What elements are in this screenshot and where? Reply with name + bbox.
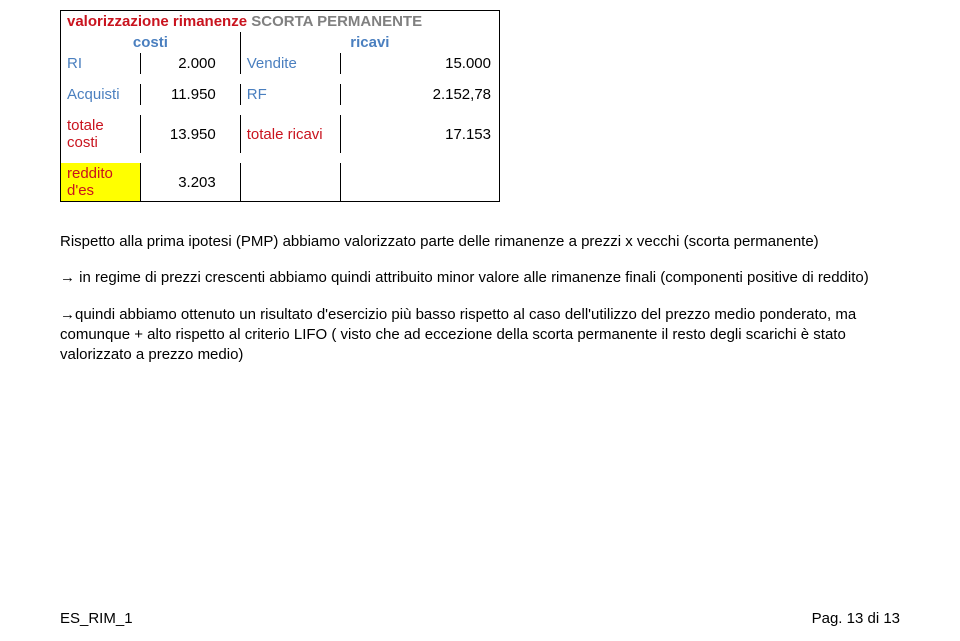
table-title: valorizzazione rimanenze SCORTA PERMANEN… bbox=[61, 11, 500, 33]
cell-reddito-val: 3.203 bbox=[140, 163, 240, 202]
paragraph-2-text: in regime di prezzi crescenti abbiamo qu… bbox=[79, 269, 869, 286]
cell-totricavi-label: totale ricavi bbox=[240, 115, 340, 153]
cell-empty-2 bbox=[340, 163, 499, 202]
cell-totricavi-val: 17.153 bbox=[340, 115, 499, 153]
cell-totcosti-label: totale costi bbox=[61, 115, 141, 153]
cell-empty-1 bbox=[240, 163, 340, 202]
paragraph-3-text: quindi abbiamo ottenuto un risultato d'e… bbox=[60, 306, 856, 364]
spacer-row-2 bbox=[61, 105, 500, 115]
spacer-row-3 bbox=[61, 153, 500, 163]
title-part2: SCORTA PERMANENTE bbox=[251, 13, 422, 30]
cell-acquisti-val: 11.950 bbox=[140, 84, 240, 105]
footer-left: ES_RIM_1 bbox=[60, 610, 133, 627]
cell-vendite-label: Vendite bbox=[240, 53, 340, 74]
paragraph-1: Rispetto alla prima ipotesi (PMP) abbiam… bbox=[60, 232, 900, 252]
cell-ri-label: RI bbox=[61, 53, 141, 74]
footer-right: Pag. 13 di 13 bbox=[812, 610, 900, 627]
cell-rf-val: 2.152,78 bbox=[340, 84, 499, 105]
paragraph-2: → in regime di prezzi crescenti abbiamo … bbox=[60, 268, 900, 288]
cell-vendite-val: 15.000 bbox=[340, 53, 499, 74]
arrow-icon: → bbox=[60, 269, 79, 286]
cell-totcosti-val: 13.950 bbox=[140, 115, 240, 153]
cell-ri-val: 2.000 bbox=[140, 53, 240, 74]
header-ricavi: ricavi bbox=[240, 32, 499, 53]
cell-rf-label: RF bbox=[240, 84, 340, 105]
cell-acquisti-label: Acquisti bbox=[61, 84, 141, 105]
cell-reddito-label: reddito d'es bbox=[61, 163, 141, 202]
page-footer: ES_RIM_1 Pag. 13 di 13 bbox=[60, 610, 900, 627]
arrow-icon: → bbox=[60, 306, 75, 323]
title-part1: valorizzazione rimanenze bbox=[67, 13, 251, 30]
header-costi: costi bbox=[61, 32, 241, 53]
paragraph-3: →quindi abbiamo ottenuto un risultato d'… bbox=[60, 305, 900, 366]
valuation-table: valorizzazione rimanenze SCORTA PERMANEN… bbox=[60, 10, 500, 202]
body-text: Rispetto alla prima ipotesi (PMP) abbiam… bbox=[60, 232, 900, 365]
spacer-row-1 bbox=[61, 74, 500, 84]
